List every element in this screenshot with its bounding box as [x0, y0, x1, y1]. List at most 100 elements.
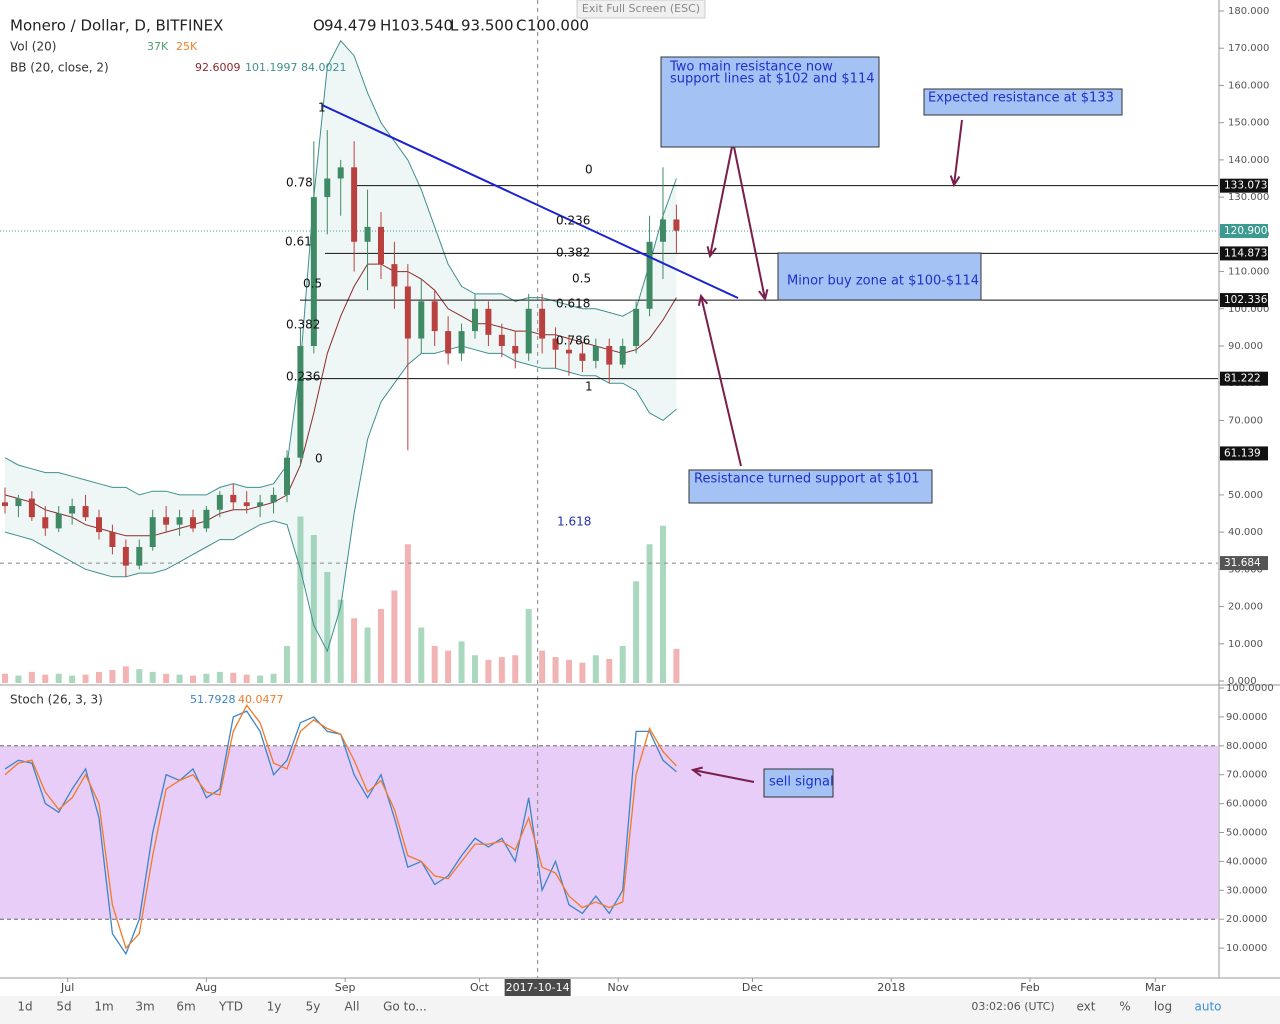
price-tick-label: 150.000	[1228, 118, 1269, 129]
candle-body	[283, 457, 290, 495]
annotation-text: Two main resistance now	[669, 60, 833, 75]
candle-body	[230, 494, 237, 503]
candle-body	[136, 547, 143, 566]
fib-label: 0	[585, 163, 593, 177]
volume-bar	[565, 659, 572, 683]
crosshair-date-label: 2017-10-14	[506, 981, 570, 994]
volume-bar	[391, 590, 398, 683]
volume-legend-value: 37K	[147, 40, 169, 53]
volume-bar	[176, 674, 183, 683]
candle-body	[404, 286, 411, 339]
annotation-arrow	[700, 295, 742, 467]
time-tick-label: 2018	[877, 981, 905, 994]
annotation-box	[763, 768, 834, 798]
annotation-arrow	[732, 141, 766, 300]
candle-body	[270, 494, 277, 503]
annotation-box	[660, 56, 880, 148]
level-label-box	[1220, 223, 1268, 238]
price-tick-label: 100.000	[1228, 304, 1269, 315]
option-button[interactable]: ext	[1077, 1000, 1096, 1014]
candle-body	[458, 331, 465, 354]
volume-bar	[485, 659, 492, 683]
volume-bar	[310, 535, 317, 683]
volume-bar	[270, 673, 277, 683]
fib-label: 0.618	[556, 297, 590, 311]
ohlc-value: 94.479	[324, 17, 377, 35]
candle-body	[216, 494, 223, 510]
range-button[interactable]: Go to...	[383, 1000, 427, 1014]
option-button[interactable]: auto	[1194, 1000, 1221, 1014]
trend-line	[321, 104, 739, 299]
candle-body	[351, 167, 358, 242]
volume-bar	[136, 669, 143, 683]
candle-body	[310, 197, 317, 346]
volume-bar	[364, 627, 371, 683]
range-button[interactable]: 5y	[306, 1000, 321, 1014]
annotation-arrow	[692, 769, 755, 783]
range-button[interactable]: 1y	[267, 1000, 282, 1014]
volume-bar	[619, 646, 626, 683]
volume-bar	[149, 671, 156, 683]
candle-body	[498, 334, 505, 346]
candle-body	[565, 349, 572, 354]
annotation-box	[777, 252, 982, 301]
ohlc-key: C	[516, 17, 526, 35]
candle-body	[619, 346, 626, 365]
volume-legend-value: 25K	[176, 40, 198, 53]
volume-bar	[55, 673, 62, 683]
range-button[interactable]: 6m	[176, 1000, 195, 1014]
volume-bar	[230, 672, 237, 683]
range-button[interactable]: All	[345, 1000, 360, 1014]
range-button[interactable]: 1d	[17, 1000, 32, 1014]
candle-body	[579, 353, 586, 361]
volume-bar	[471, 655, 478, 683]
level-label: 133.073	[1224, 180, 1267, 192]
annotation-box	[923, 88, 1123, 116]
candle-body	[659, 219, 666, 242]
volume-bar	[82, 674, 89, 683]
price-tick-label: 90.000	[1228, 341, 1263, 352]
annotation-text: Expected resistance at $133	[928, 91, 1114, 106]
option-button[interactable]: log	[1154, 1000, 1172, 1014]
candle-body	[673, 219, 680, 231]
candle-body	[297, 346, 304, 458]
range-button[interactable]: 3m	[135, 1000, 154, 1014]
volume-legend-title: Vol (20)	[10, 40, 56, 54]
chart-title: Monero / Dollar, D, BITFINEX	[10, 17, 223, 35]
annotation-arrow	[709, 141, 734, 257]
exit-fullscreen-button[interactable]	[576, 0, 706, 19]
exit-fullscreen-text[interactable]: Exit Full Screen (ESC)	[582, 2, 700, 15]
ohlc-key: L	[450, 17, 459, 35]
candle-body	[592, 346, 599, 361]
volume-bar	[377, 609, 384, 683]
range-button[interactable]: 1m	[94, 1000, 113, 1014]
stoch-tick-label: 20.0000	[1226, 914, 1267, 925]
bb-legend-title: BB (20, close, 2)	[10, 61, 109, 75]
price-tick-label: 160.000	[1228, 80, 1269, 91]
time-tick-label: Oct	[470, 981, 490, 994]
price-tick-label: 70.000	[1228, 415, 1263, 426]
option-button[interactable]: %	[1119, 1000, 1130, 1014]
range-button[interactable]: 5d	[56, 1000, 71, 1014]
bb-fill	[5, 40, 677, 652]
bb-legend-value: 84.0021	[301, 61, 347, 74]
range-button[interactable]: YTD	[218, 1000, 243, 1014]
candle-body	[633, 308, 640, 346]
arrow-head	[949, 175, 961, 188]
stoch-tick-label: 40.0000	[1226, 856, 1267, 867]
level-label-box	[1220, 293, 1268, 308]
time-tick-label: Jul	[60, 981, 74, 994]
volume-bar	[324, 572, 331, 683]
clock: 03:02:06 (UTC)	[971, 1000, 1054, 1013]
fib-label: 0.382	[286, 318, 320, 332]
candle-body	[512, 346, 519, 354]
price-tick-label: 180.000	[1228, 6, 1269, 17]
volume-bar	[351, 618, 358, 683]
price-tick-label: 110.000	[1228, 267, 1269, 278]
level-label: 61.139	[1224, 447, 1261, 459]
candle-body	[471, 308, 478, 332]
fib-label: 1	[318, 101, 326, 115]
level-label-box	[1220, 178, 1268, 193]
